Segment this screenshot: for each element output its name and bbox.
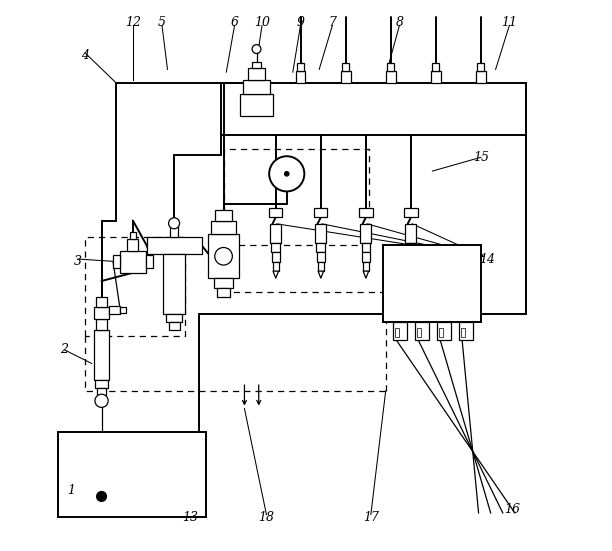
Bar xyxy=(166,314,182,322)
Bar xyxy=(120,307,125,313)
Text: 7: 7 xyxy=(329,16,337,29)
Bar xyxy=(437,322,451,340)
Bar xyxy=(476,71,486,83)
Bar xyxy=(214,278,233,288)
Circle shape xyxy=(252,45,261,53)
Polygon shape xyxy=(363,271,368,278)
Bar xyxy=(363,262,368,271)
Bar xyxy=(296,71,305,83)
Bar xyxy=(415,322,429,340)
Bar xyxy=(273,262,278,271)
Text: 12: 12 xyxy=(125,16,141,29)
Bar xyxy=(269,208,282,217)
Bar xyxy=(96,298,107,307)
Bar xyxy=(387,63,394,71)
Bar xyxy=(113,255,120,268)
Bar xyxy=(386,71,395,83)
Circle shape xyxy=(269,156,304,191)
Bar xyxy=(341,71,351,83)
Bar xyxy=(362,252,370,262)
Bar xyxy=(362,242,370,252)
Text: 2: 2 xyxy=(60,343,68,356)
Circle shape xyxy=(285,171,289,176)
Polygon shape xyxy=(273,271,278,278)
Bar xyxy=(433,63,439,71)
Bar xyxy=(127,239,138,251)
Bar xyxy=(240,94,273,116)
Bar xyxy=(405,208,417,217)
Bar xyxy=(314,208,327,217)
Text: 17: 17 xyxy=(363,511,379,524)
Bar xyxy=(215,209,233,220)
Bar xyxy=(217,288,230,298)
Circle shape xyxy=(168,218,179,229)
Polygon shape xyxy=(408,271,414,278)
Text: 16: 16 xyxy=(504,503,520,516)
Text: 15: 15 xyxy=(473,151,489,164)
Bar xyxy=(94,331,109,380)
Text: 3: 3 xyxy=(74,255,82,268)
Bar xyxy=(406,224,417,242)
Circle shape xyxy=(215,247,233,265)
Bar xyxy=(408,262,414,271)
Bar xyxy=(317,252,325,262)
Text: 8: 8 xyxy=(395,16,403,29)
Bar xyxy=(315,224,326,242)
Bar xyxy=(130,232,136,239)
Bar xyxy=(316,242,325,252)
Bar xyxy=(163,253,185,314)
Bar xyxy=(248,68,266,80)
Bar xyxy=(461,328,465,337)
Text: 18: 18 xyxy=(258,511,274,524)
Bar xyxy=(271,224,282,242)
Bar xyxy=(109,306,120,314)
Bar xyxy=(272,252,280,262)
Bar xyxy=(94,307,109,320)
Bar xyxy=(431,71,441,83)
Bar xyxy=(407,252,415,262)
Bar xyxy=(170,226,179,237)
Circle shape xyxy=(97,491,106,501)
Bar xyxy=(168,322,179,331)
Bar xyxy=(252,62,261,68)
Text: 13: 13 xyxy=(182,511,198,524)
Bar xyxy=(244,80,270,94)
Bar xyxy=(383,245,481,322)
Bar xyxy=(360,224,371,242)
Bar xyxy=(147,237,201,253)
Bar xyxy=(212,220,236,234)
Bar xyxy=(120,251,146,273)
Polygon shape xyxy=(318,271,324,278)
Circle shape xyxy=(95,394,108,407)
Bar xyxy=(271,242,280,252)
Bar xyxy=(208,234,239,278)
Text: 11: 11 xyxy=(501,16,517,29)
Text: 5: 5 xyxy=(158,16,166,29)
Bar xyxy=(95,380,108,388)
Bar xyxy=(395,328,399,337)
Text: 1: 1 xyxy=(67,484,75,498)
Bar xyxy=(393,322,407,340)
Bar xyxy=(417,328,421,337)
Bar xyxy=(97,388,106,395)
Bar xyxy=(297,63,304,71)
Text: 14: 14 xyxy=(479,252,495,266)
Bar xyxy=(58,432,206,517)
Text: 6: 6 xyxy=(231,16,239,29)
Text: 4: 4 xyxy=(81,49,89,62)
Bar xyxy=(318,262,324,271)
Bar xyxy=(406,242,416,252)
Bar xyxy=(342,63,349,71)
Bar xyxy=(146,255,152,268)
Bar xyxy=(459,322,473,340)
Bar xyxy=(359,208,373,217)
Text: 9: 9 xyxy=(296,16,305,29)
Text: 10: 10 xyxy=(254,16,270,29)
Bar xyxy=(439,328,443,337)
Bar xyxy=(96,320,107,331)
Bar xyxy=(477,63,484,71)
